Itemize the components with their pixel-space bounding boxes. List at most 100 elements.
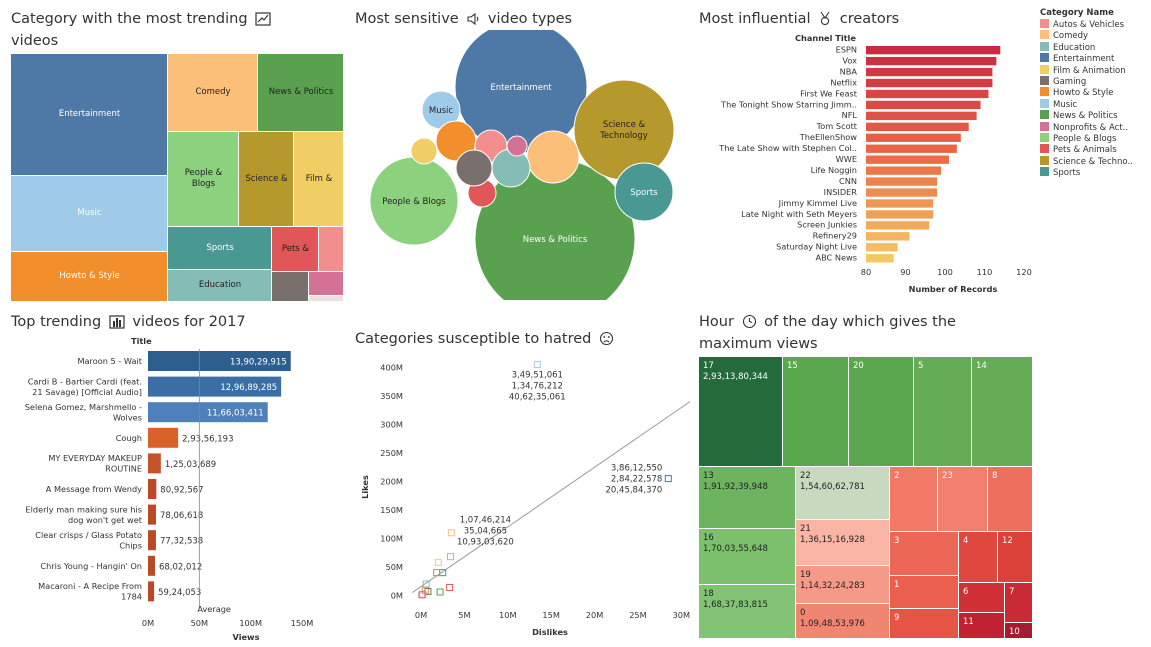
hour-number: 15 bbox=[787, 361, 798, 371]
hour-cell-label: 5 bbox=[918, 361, 923, 372]
hour-number: 11 bbox=[963, 617, 974, 627]
bar-value-label: 80,92,567 bbox=[160, 486, 203, 496]
treemap-cell[interactable]: Sports bbox=[168, 227, 272, 270]
legend-item[interactable]: Comedy bbox=[1040, 30, 1088, 41]
bar-chart-icon bbox=[109, 315, 125, 335]
x-axis-title: Number of Records bbox=[909, 284, 998, 294]
bar bbox=[148, 427, 179, 448]
treemap-cell[interactable] bbox=[309, 296, 344, 302]
hour-cell[interactable]: 8 bbox=[988, 467, 1033, 532]
bar-value-label: 78,06,618 bbox=[160, 511, 203, 521]
x-axis-title: Views bbox=[233, 632, 260, 642]
scatter-point bbox=[418, 591, 426, 599]
hour-cell[interactable]: 5 bbox=[914, 357, 972, 467]
scatter-point bbox=[533, 361, 541, 369]
hour-cell[interactable]: 19 1,14,32,24,283 bbox=[796, 566, 890, 604]
hour-cell-label: 11 bbox=[963, 617, 974, 628]
bubble-label: News & Politics bbox=[523, 235, 588, 245]
hour-cell[interactable]: 2 bbox=[890, 467, 938, 532]
treemap-cell[interactable]: News & Politics bbox=[258, 54, 344, 132]
hour-cell[interactable]: 9 bbox=[890, 609, 959, 639]
hour-number: 20 bbox=[853, 361, 864, 371]
hour-cell[interactable]: 22 1,54,60,62,781 bbox=[796, 467, 890, 520]
hour-number: 7 bbox=[1009, 587, 1015, 597]
hour-cell[interactable]: 15 bbox=[783, 357, 849, 467]
treemap-cell[interactable]: Entertainment bbox=[11, 54, 168, 176]
hour-number: 10 bbox=[1009, 627, 1020, 637]
legend-label: Education bbox=[1053, 42, 1096, 53]
legend-item[interactable]: News & Politics bbox=[1040, 110, 1118, 121]
hour-cell[interactable]: 23 bbox=[938, 467, 988, 532]
hour-cell-label: 18 1,68,37,83,815 bbox=[703, 589, 768, 611]
treemap-cell-label: Education bbox=[198, 280, 242, 290]
hour-cell[interactable]: 4 bbox=[959, 532, 998, 583]
hour-cell[interactable]: 18 1,68,37,83,815 bbox=[699, 585, 796, 639]
hour-cell[interactable]: 3 bbox=[890, 532, 959, 576]
y-tick-label: Clear crisps / Glass Potato bbox=[35, 530, 142, 540]
y-tick-label: WWE bbox=[836, 154, 857, 164]
hour-cell[interactable]: 10 bbox=[1005, 623, 1033, 639]
legend-item[interactable]: Science & Techno.. bbox=[1040, 155, 1133, 167]
x-tick-label: 20M bbox=[586, 610, 603, 620]
hour-cell[interactable]: 12 bbox=[998, 532, 1033, 583]
treemap-cell[interactable]: Education bbox=[168, 270, 272, 302]
hour-cell[interactable]: 0 1,09,48,53,976 bbox=[796, 604, 890, 639]
y-tick-label: 250M bbox=[380, 448, 403, 458]
y-tick-label: Late Night with Seth Meyers bbox=[741, 209, 857, 219]
hour-number: 21 bbox=[800, 524, 811, 534]
legend-item[interactable]: Sports bbox=[1040, 167, 1080, 178]
treemap-cell[interactable]: Film & bbox=[294, 132, 344, 227]
hour-number: 18 bbox=[703, 589, 714, 599]
treemap-cell[interactable] bbox=[309, 272, 344, 296]
bubble bbox=[410, 137, 438, 165]
legend-item[interactable]: Film & Animation bbox=[1040, 64, 1126, 76]
treemap-cell[interactable]: People & Blogs bbox=[168, 132, 239, 227]
legend-item[interactable]: Autos & Vehicles bbox=[1040, 19, 1124, 30]
legend-label: Comedy bbox=[1053, 31, 1089, 42]
legend-title: Category Name bbox=[1040, 8, 1114, 18]
point-label: 3,49,51,061 bbox=[512, 371, 563, 381]
treemap-cell[interactable]: Music bbox=[11, 176, 168, 252]
treemap-cell[interactable]: Comedy bbox=[168, 54, 258, 132]
legend-swatch bbox=[1040, 87, 1049, 97]
legend-label: Gaming bbox=[1053, 77, 1087, 87]
bar bbox=[148, 351, 291, 371]
hour-cell[interactable]: 17 2,93,13,80,344 bbox=[699, 357, 783, 467]
treemap-cell[interactable]: Pets & bbox=[272, 227, 319, 272]
hour-cell[interactable]: 13 1,91,92,39,948 bbox=[699, 467, 796, 529]
legend-item[interactable]: Nonprofits & Act.. bbox=[1040, 121, 1128, 133]
treemap-cell[interactable]: Howto & Style bbox=[11, 252, 168, 302]
hour-cell[interactable]: 21 1,36,15,16,928 bbox=[796, 520, 890, 566]
legend-item[interactable]: Gaming bbox=[1040, 76, 1086, 87]
hour-number: 0 bbox=[800, 608, 806, 618]
hour-cell[interactable]: 7 bbox=[1005, 583, 1033, 623]
treemap-cell[interactable] bbox=[319, 227, 344, 272]
legend-item[interactable]: Howto & Style bbox=[1040, 87, 1113, 98]
y-tick-label: Cough bbox=[116, 433, 142, 443]
hour-cell[interactable]: 16 1,70,03,55,648 bbox=[699, 529, 796, 585]
point-label: 3,86,12,550 bbox=[611, 464, 662, 474]
legend-item[interactable]: Education bbox=[1040, 41, 1096, 53]
y-tick-label: ESPN bbox=[836, 45, 857, 55]
hour-number: 16 bbox=[703, 533, 714, 543]
hour-cell[interactable]: 1 bbox=[890, 576, 959, 609]
hour-views-value: 1,14,32,24,283 bbox=[800, 581, 865, 591]
legend-item[interactable]: Music bbox=[1040, 98, 1077, 110]
legend-item[interactable]: People & Blogs bbox=[1040, 133, 1117, 144]
hour-cell[interactable]: 11 bbox=[959, 613, 1005, 639]
top-trending-chart: Title Maroon 5 - Wait 13,90,29,915 Cardi B … bbox=[25, 336, 314, 642]
treemap-cell[interactable] bbox=[272, 272, 309, 302]
legend-item[interactable]: Entertainment bbox=[1040, 53, 1114, 64]
y-tick-label: MY EVERYDAY MAKEUP bbox=[48, 453, 142, 463]
legend-item[interactable]: Pets & Animals bbox=[1040, 144, 1117, 155]
bar-value-label: 12,96,89,285 bbox=[220, 383, 277, 393]
legend-swatch bbox=[1040, 98, 1049, 108]
hour-cell[interactable]: 14 bbox=[972, 357, 1033, 467]
point-label: 20,45,84,370 bbox=[606, 486, 663, 496]
hour-cell[interactable]: 6 bbox=[959, 583, 1005, 613]
medal-icon bbox=[818, 11, 832, 32]
hour-cell[interactable]: 20 bbox=[849, 357, 914, 467]
y-tick-label: The Tonight Show Starring Jimm.. bbox=[720, 99, 857, 109]
treemap-cell[interactable]: Science & bbox=[239, 132, 294, 227]
